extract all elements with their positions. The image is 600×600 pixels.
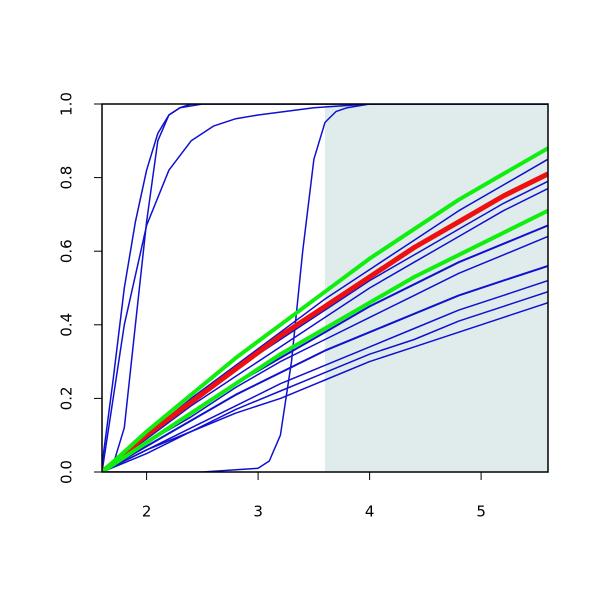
curve <box>102 235 548 472</box>
y-tick-label: 1.0 <box>58 92 76 116</box>
y-tick-label: 0.6 <box>58 239 76 263</box>
x-tick-label: 4 <box>365 503 375 521</box>
curve <box>102 279 548 472</box>
y-tick-label: 0.4 <box>58 313 76 337</box>
curve <box>102 301 548 472</box>
x-tick-label: 3 <box>253 503 263 521</box>
highlight-region <box>325 104 548 472</box>
x-tick-label: 5 <box>476 503 486 521</box>
curve <box>102 171 548 472</box>
curve <box>102 187 548 472</box>
curve <box>102 104 548 472</box>
curve <box>102 104 548 472</box>
curve <box>102 264 548 472</box>
y-tick-label: 0.0 <box>58 460 76 484</box>
curve <box>102 290 548 472</box>
curve <box>102 208 548 472</box>
curve <box>102 104 548 465</box>
y-tick-label: 0.2 <box>58 386 76 410</box>
plot-frame <box>101 103 549 473</box>
x-tick-label: 2 <box>142 503 152 521</box>
curve <box>102 146 548 472</box>
y-tick-label: 0.8 <box>58 166 76 190</box>
curve <box>102 104 548 472</box>
